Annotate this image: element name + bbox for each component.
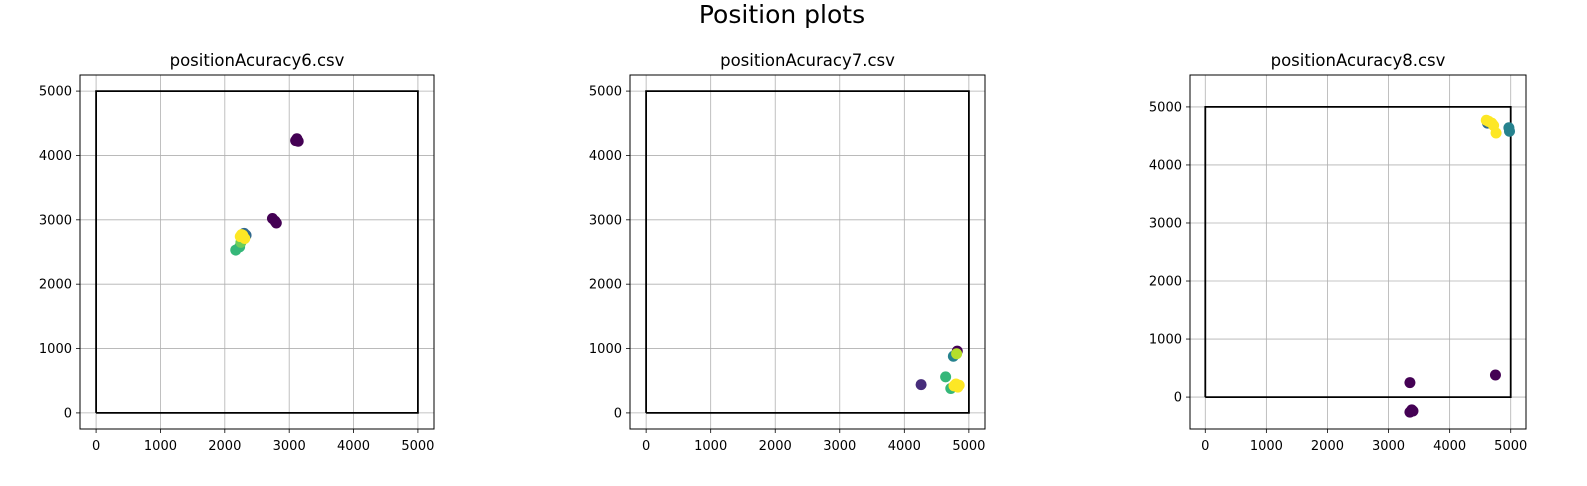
subplot-title: positionAcuracy6.csv — [170, 51, 345, 70]
data-point — [940, 371, 952, 383]
x-tick-label: 1000 — [144, 439, 177, 454]
y-tick-label: 5000 — [39, 85, 72, 100]
y-tick-label: 3000 — [39, 213, 72, 228]
x-tick-label: 1000 — [1250, 439, 1283, 454]
x-tick-label: 0 — [1201, 439, 1209, 454]
scatter-panel-3: positionAcuracy8.csv 0 1000 2000 3000 4000 500… — [1149, 51, 1527, 454]
y-tick-label: 4000 — [589, 149, 622, 164]
x-tick-label: 2000 — [759, 439, 792, 454]
x-tick-label: 5000 — [952, 439, 985, 454]
y-tick-label: 3000 — [1149, 216, 1182, 231]
y-tick-label: 2000 — [39, 278, 72, 293]
scatter-panel-2: positionAcuracy7.csv 0 1000 2000 3000 4000 500… — [589, 51, 986, 454]
x-tick-label: 3000 — [1372, 439, 1405, 454]
boundary-square — [95, 90, 419, 414]
figure-title: Position plots — [699, 0, 865, 29]
y-tick-label: 2000 — [1149, 275, 1182, 290]
subplot-title: positionAcuracy7.csv — [720, 51, 895, 70]
axes-frame — [629, 74, 986, 430]
x-tick-label: 1000 — [694, 439, 727, 454]
x-tick-label: 4000 — [337, 439, 370, 454]
y-tick-label: 5000 — [1149, 100, 1182, 115]
y-tick-label: 0 — [1174, 391, 1182, 406]
data-point — [1404, 377, 1416, 389]
x-tick-label: 4000 — [888, 439, 921, 454]
y-tick-label: 1000 — [589, 342, 622, 357]
x-tick-label: 3000 — [273, 439, 306, 454]
y-tick-label: 1000 — [1149, 333, 1182, 348]
data-point — [237, 229, 249, 241]
y-tick-label: 1000 — [39, 342, 72, 357]
data-point — [953, 379, 965, 391]
y-tick-label: 0 — [64, 406, 72, 421]
y-tick-label: 4000 — [1149, 158, 1182, 173]
x-tick-label: 5000 — [401, 439, 434, 454]
y-tick-label: 4000 — [39, 149, 72, 164]
y-tick-label: 0 — [614, 406, 622, 421]
data-point — [1488, 119, 1500, 131]
x-tick-label: 4000 — [1433, 439, 1466, 454]
data-point — [1407, 405, 1419, 417]
data-point — [1489, 369, 1501, 381]
x-tick-label: 3000 — [823, 439, 856, 454]
x-tick-label: 2000 — [208, 439, 241, 454]
x-tick-label: 2000 — [1311, 439, 1344, 454]
y-tick-label: 2000 — [589, 278, 622, 293]
boundary-square — [1204, 106, 1512, 399]
data-point — [291, 133, 303, 145]
data-point — [270, 217, 282, 229]
axes-frame — [79, 74, 435, 430]
y-tick-label: 5000 — [589, 85, 622, 100]
scatter-panel-1: positionAcuracy6.csv 0 1000 2000 3000 4000 500… — [39, 51, 435, 454]
boundary-square — [645, 90, 970, 414]
x-tick-label: 0 — [642, 439, 650, 454]
data-point — [915, 379, 927, 391]
axes-frame — [1189, 74, 1527, 430]
data-point — [1504, 125, 1516, 137]
x-tick-label: 5000 — [1494, 439, 1527, 454]
x-tick-label: 0 — [92, 439, 100, 454]
data-point — [951, 348, 963, 360]
subplot-title: positionAcuracy8.csv — [1271, 51, 1446, 70]
y-tick-label: 3000 — [589, 213, 622, 228]
